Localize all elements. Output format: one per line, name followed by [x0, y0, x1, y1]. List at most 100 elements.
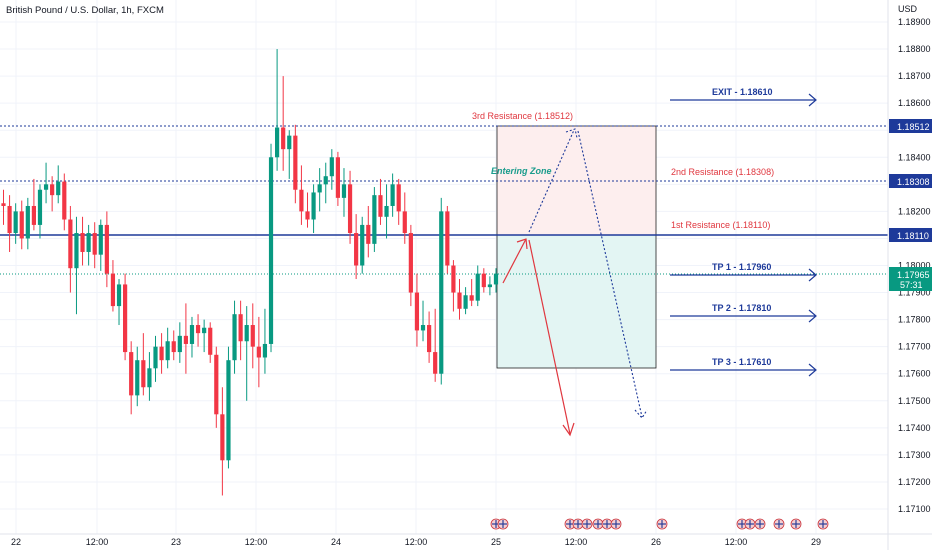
candle[interactable]	[135, 346, 140, 407]
candle[interactable]	[159, 333, 164, 374]
candle[interactable]	[171, 330, 176, 361]
candle[interactable]	[262, 308, 268, 374]
candle[interactable]	[43, 162, 49, 204]
time-axis-ticks[interactable]: 22 12:00 23 12:00 24 12:00 25 12:00 26 12:00 29	[11, 537, 821, 547]
candle[interactable]	[372, 187, 377, 252]
exit-arrow[interactable]	[670, 93, 817, 107]
candle[interactable]	[299, 165, 304, 225]
economic-events-row[interactable]	[490, 518, 829, 530]
candle[interactable]	[451, 260, 456, 312]
candle[interactable]	[220, 387, 225, 496]
candle[interactable]	[323, 162, 328, 204]
candle[interactable]	[153, 335, 158, 382]
tp2-arrow[interactable]	[670, 309, 817, 323]
candle[interactable]	[177, 322, 182, 363]
candle[interactable]	[408, 224, 413, 307]
candle[interactable]	[445, 205, 450, 274]
candle[interactable]	[463, 287, 468, 315]
candle[interactable]	[226, 346, 231, 469]
candle[interactable]	[378, 178, 383, 225]
tp3-arrow[interactable]	[670, 363, 817, 377]
candle[interactable]	[116, 279, 122, 326]
candle[interactable]	[493, 268, 499, 293]
candle[interactable]	[68, 205, 73, 293]
event-flag-icon[interactable]	[754, 518, 766, 530]
tp1-arrow[interactable]	[670, 268, 817, 282]
candle[interactable]	[341, 168, 347, 217]
candle[interactable]	[366, 205, 371, 258]
candle[interactable]	[232, 300, 237, 374]
candle[interactable]	[384, 184, 389, 239]
candle[interactable]	[80, 216, 85, 266]
event-flag-icon[interactable]	[497, 518, 509, 530]
candle[interactable]	[195, 314, 201, 347]
event-flag-icon[interactable]	[592, 518, 604, 530]
event-flag-icon[interactable]	[817, 518, 829, 530]
candle[interactable]	[475, 265, 480, 307]
candle[interactable]	[275, 49, 280, 171]
candle[interactable]	[13, 203, 18, 244]
short-small-up-arrow[interactable]	[502, 238, 528, 284]
candle[interactable]	[19, 200, 24, 250]
event-flag-icon[interactable]	[656, 518, 668, 530]
candle[interactable]	[238, 300, 243, 361]
candle[interactable]	[414, 273, 420, 347]
price-axis-ticks[interactable]: 1.189001.188001.187001.186001.185001.184…	[898, 17, 931, 514]
event-flag-icon[interactable]	[773, 518, 785, 530]
projection-dotted-down-arrow[interactable]	[577, 130, 648, 419]
candle[interactable]	[183, 303, 188, 374]
candle[interactable]	[141, 333, 146, 396]
profit-zone-box[interactable]	[496, 234, 657, 369]
candle[interactable]	[335, 151, 340, 206]
candle[interactable]	[129, 341, 134, 415]
candle[interactable]	[305, 192, 310, 228]
candle[interactable]	[481, 268, 486, 293]
candle[interactable]	[347, 170, 353, 244]
candle[interactable]	[396, 178, 401, 225]
candle[interactable]	[7, 195, 12, 252]
candle[interactable]	[123, 273, 128, 361]
candle[interactable]	[287, 130, 292, 179]
candle[interactable]	[37, 184, 43, 239]
candle[interactable]	[92, 222, 97, 269]
candle[interactable]	[439, 197, 444, 385]
candle[interactable]	[25, 197, 30, 250]
candle[interactable]	[62, 173, 67, 231]
candle[interactable]	[104, 211, 109, 288]
event-flag-icon[interactable]	[572, 518, 584, 530]
event-flag-icon[interactable]	[610, 518, 622, 530]
candle[interactable]	[165, 327, 170, 369]
candle[interactable]	[360, 216, 365, 274]
candle[interactable]	[147, 352, 152, 401]
candle[interactable]	[50, 176, 55, 212]
candle[interactable]	[86, 224, 91, 266]
candle[interactable]	[110, 260, 116, 312]
event-flag-icon[interactable]	[601, 518, 613, 530]
candle[interactable]	[317, 168, 322, 212]
candle[interactable]	[329, 149, 334, 190]
candle[interactable]	[98, 219, 103, 271]
candle[interactable]	[354, 214, 359, 280]
event-flag-icon[interactable]	[790, 518, 802, 530]
candle[interactable]	[1, 189, 6, 225]
candle[interactable]	[74, 216, 79, 315]
candle[interactable]	[189, 316, 195, 358]
candle[interactable]	[293, 124, 298, 204]
candle[interactable]	[281, 76, 286, 171]
event-flag-icon[interactable]	[581, 518, 593, 530]
projection-dotted-up-arrow[interactable]	[528, 128, 578, 233]
candle[interactable]	[427, 311, 432, 363]
candle[interactable]	[256, 316, 261, 388]
candle[interactable]	[250, 303, 255, 369]
candle[interactable]	[390, 173, 395, 217]
candle[interactable]	[202, 319, 207, 353]
candle[interactable]	[457, 279, 462, 320]
candle[interactable]	[433, 308, 438, 382]
candle[interactable]	[56, 165, 61, 204]
event-flag-icon[interactable]	[736, 518, 748, 530]
candle[interactable]	[469, 279, 474, 307]
candle[interactable]	[311, 184, 316, 234]
candle[interactable]	[31, 178, 36, 231]
